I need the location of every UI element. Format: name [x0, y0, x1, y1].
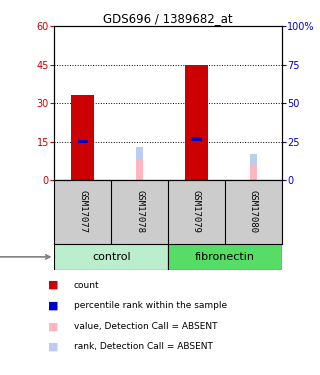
Text: ■: ■	[48, 321, 59, 331]
Bar	[136, 147, 143, 159]
Bar	[250, 154, 257, 165]
Text: rank, Detection Call = ABSENT: rank, Detection Call = ABSENT	[74, 342, 212, 351]
Text: fibronectin: fibronectin	[195, 252, 255, 262]
Bar	[78, 140, 88, 143]
Text: protocol: protocol	[0, 252, 50, 262]
Bar	[136, 159, 143, 180]
Text: GSM17079: GSM17079	[192, 190, 201, 233]
Text: control: control	[92, 252, 131, 262]
Bar	[168, 244, 282, 270]
Text: percentile rank within the sample: percentile rank within the sample	[74, 301, 227, 310]
Text: ■: ■	[48, 301, 59, 310]
Text: ■: ■	[48, 342, 59, 352]
Text: GSM17080: GSM17080	[249, 190, 258, 233]
Bar	[71, 96, 94, 180]
Bar	[250, 165, 257, 180]
Bar	[185, 64, 208, 180]
Title: GDS696 / 1389682_at: GDS696 / 1389682_at	[103, 12, 233, 25]
Bar	[54, 244, 168, 270]
Text: GSM17078: GSM17078	[135, 190, 144, 233]
Text: value, Detection Call = ABSENT: value, Detection Call = ABSENT	[74, 322, 217, 331]
Text: GSM17077: GSM17077	[78, 190, 87, 233]
Text: ■: ■	[48, 280, 59, 290]
Bar	[191, 138, 202, 141]
Text: count: count	[74, 280, 99, 290]
